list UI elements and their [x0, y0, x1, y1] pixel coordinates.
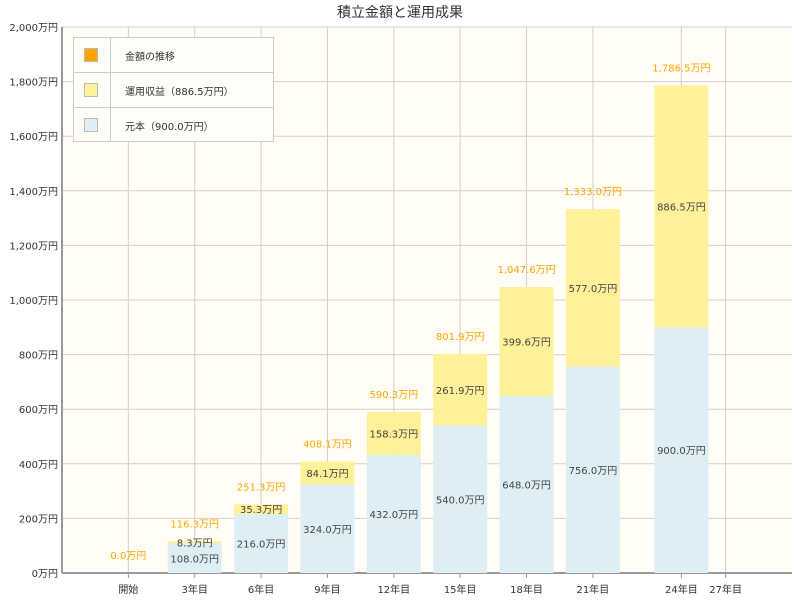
x-tick-label: 18年目 — [510, 583, 543, 596]
bar-label: 900.0万円 — [657, 446, 706, 457]
total-label: 801.9万円 — [436, 332, 485, 343]
bar-label: 158.3万円 — [369, 429, 418, 440]
bar-segment — [300, 461, 355, 485]
bar-segment — [234, 514, 289, 573]
bar-label: 8.3万円 — [177, 538, 213, 549]
x-tick-label: 12年目 — [377, 583, 410, 596]
bar-segment — [167, 541, 222, 544]
x-tick-label: 27年目 — [709, 583, 742, 596]
bar-label: 886.5万円 — [657, 202, 706, 213]
legend-swatch — [84, 118, 98, 132]
x-tick-label: 21年目 — [577, 583, 610, 596]
y-tick-label: 1,400万円 — [9, 187, 58, 198]
chart-title: 積立金額と運用成果 — [337, 5, 463, 21]
y-tick-label: 800万円 — [19, 351, 58, 362]
total-label: 0.0万円 — [110, 551, 146, 562]
total-label: 408.1万円 — [303, 440, 352, 451]
x-tick-label: 6年目 — [248, 583, 274, 596]
y-tick-label: 0万円 — [32, 569, 58, 580]
legend-item-returns[interactable]: 運用収益（886.5万円） — [74, 73, 273, 108]
y-tick-label: 200万円 — [19, 514, 58, 525]
legend-swatch — [84, 83, 98, 97]
legend-swatch — [84, 48, 98, 62]
bar-segment — [433, 425, 488, 573]
bar-label: 324.0万円 — [303, 525, 352, 536]
bar-segment — [300, 484, 355, 573]
y-tick-label: 1,600万円 — [9, 132, 58, 143]
total-label: 1,333.0万円 — [564, 187, 622, 198]
bar-segment — [654, 327, 709, 573]
bar-segment — [654, 85, 709, 328]
y-tick-label: 600万円 — [19, 405, 58, 416]
legend-label: 元本（900.0万円） — [125, 121, 214, 133]
bar-label: 108.0万円 — [170, 554, 219, 565]
y-tick-label: 400万円 — [19, 460, 58, 471]
bar-label: 756.0万円 — [569, 466, 618, 477]
bar-segment — [565, 366, 620, 573]
bar-segment — [499, 287, 554, 397]
bar-label: 577.0万円 — [569, 284, 618, 295]
bar-segment — [499, 396, 554, 573]
y-tick-label: 2,000万円 — [9, 23, 58, 34]
y-tick-label: 1,000万円 — [9, 296, 58, 307]
bar-segment — [234, 504, 289, 515]
legend: 金額の推移 運用収益（886.5万円） 元本（900.0万円） — [73, 37, 274, 142]
legend-item-total[interactable]: 金額の推移 — [74, 38, 273, 73]
bar-label: 432.0万円 — [369, 510, 418, 521]
bar-label: 261.9万円 — [436, 386, 485, 397]
bar-label: 216.0万円 — [237, 540, 286, 551]
bar-segment — [366, 411, 421, 456]
bar-label: 540.0万円 — [436, 495, 485, 506]
y-tick-label: 1,200万円 — [9, 241, 58, 252]
total-label: 251.3万円 — [237, 482, 286, 493]
legend-label: 金額の推移 — [125, 51, 175, 63]
y-tick-label: 1,800万円 — [9, 78, 58, 89]
bar-segment — [433, 354, 488, 426]
total-label: 590.3万円 — [369, 390, 418, 401]
x-tick-label: 9年目 — [314, 583, 340, 596]
x-tick-label: 開始 — [118, 583, 138, 596]
x-tick-label: 3年目 — [182, 583, 208, 596]
x-tick-label: 15年目 — [444, 583, 477, 596]
legend-label: 運用収益（886.5万円） — [125, 86, 234, 98]
bar-label: 84.1万円 — [306, 469, 348, 480]
legend-item-principal[interactable]: 元本（900.0万円） — [74, 108, 273, 142]
bar-label: 648.0万円 — [502, 481, 551, 492]
bar-segment — [167, 543, 222, 573]
total-label: 1,786.5万円 — [652, 63, 710, 74]
total-label: 1,047.6万円 — [497, 265, 555, 276]
total-label: 116.3万円 — [170, 519, 219, 530]
bar-segment — [366, 455, 421, 573]
bar-label: 35.3万円 — [240, 505, 282, 516]
x-tick-label: 24年目 — [665, 583, 698, 596]
bar-segment — [565, 209, 620, 367]
bar-label: 399.6万円 — [502, 338, 551, 349]
